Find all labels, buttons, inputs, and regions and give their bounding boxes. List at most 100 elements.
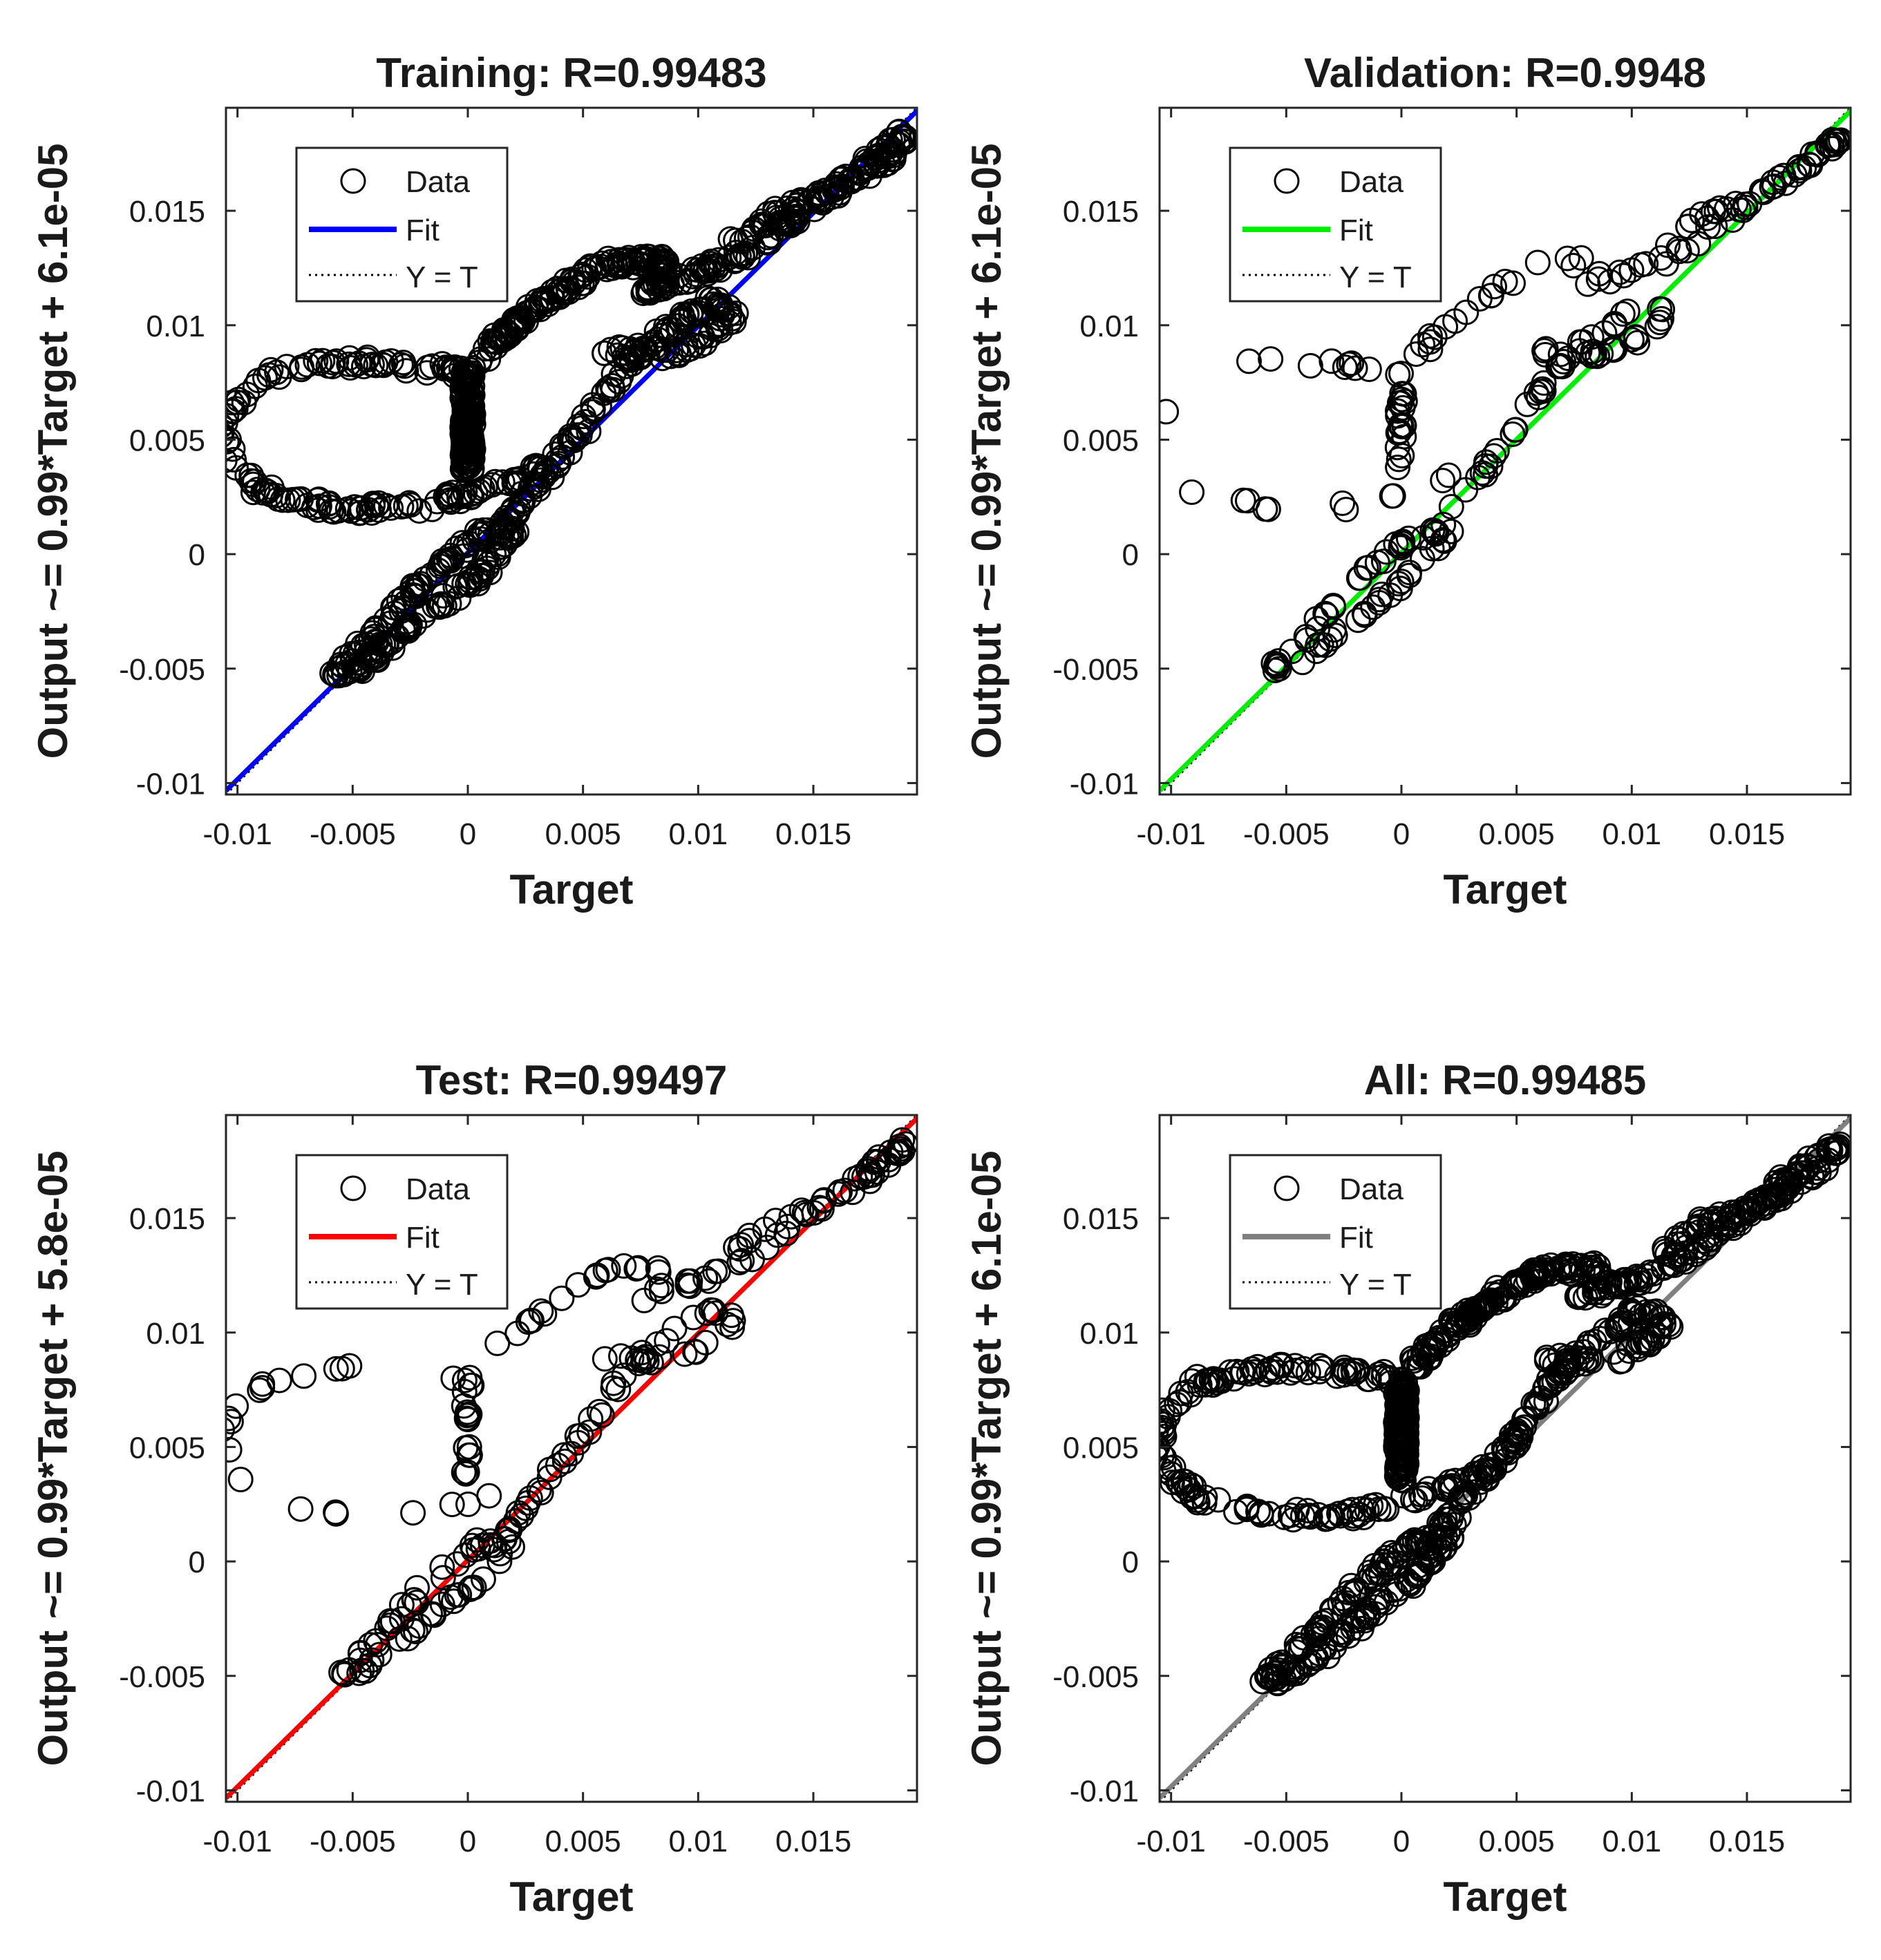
data-point <box>495 507 521 533</box>
data-point <box>1388 413 1415 439</box>
data-point <box>364 1632 390 1658</box>
data-point <box>1529 376 1556 402</box>
data-point <box>723 300 749 326</box>
x-tick-label: 0 <box>460 1825 476 1858</box>
data-points <box>1160 126 1851 683</box>
data-point <box>488 511 514 537</box>
data-point <box>720 1308 746 1334</box>
data-point <box>502 502 528 528</box>
data-point <box>408 571 434 597</box>
data-point <box>399 1617 426 1644</box>
data-point <box>529 290 554 316</box>
panel-title: All: R=0.99485 <box>1364 1057 1647 1103</box>
y-axis-label: Output ~= 0.99*Target + 5.8e-05 <box>30 1151 76 1767</box>
data-point <box>1813 1155 1839 1181</box>
data-point <box>680 1304 706 1331</box>
data-point <box>475 346 502 372</box>
data-point <box>1341 1360 1367 1387</box>
data-point <box>1340 1505 1366 1532</box>
data-point <box>456 1442 482 1468</box>
y-tick-label: -0.01 <box>1070 1774 1139 1808</box>
data-point <box>1339 1496 1365 1523</box>
data-point <box>453 1405 480 1431</box>
data-point <box>1750 179 1777 205</box>
data-point <box>1395 525 1421 551</box>
panel-title: Validation: R=0.9948 <box>1304 50 1706 96</box>
data-point <box>430 1565 456 1591</box>
data-point <box>1160 399 1180 425</box>
axes-frame <box>1158 106 1852 796</box>
data-point <box>1160 1414 1168 1438</box>
data-point <box>708 292 734 318</box>
data-point <box>681 1338 708 1364</box>
data-point <box>499 312 525 339</box>
data-point <box>791 1199 817 1226</box>
data-point <box>1312 632 1339 658</box>
data-point <box>1340 1615 1366 1642</box>
data-point <box>705 313 731 339</box>
data-point <box>470 1566 496 1592</box>
legend-entry-label: Data <box>406 165 470 199</box>
data-point <box>1310 1634 1336 1660</box>
data-point <box>1554 245 1580 272</box>
y-tick-label: -0.01 <box>1070 767 1139 801</box>
legend-data-marker <box>1274 168 1300 194</box>
data-point <box>877 142 903 168</box>
data-point <box>1256 1501 1282 1527</box>
data-point <box>457 572 483 598</box>
data-point <box>332 1662 357 1688</box>
axes-frame <box>225 1114 918 1803</box>
x-tick-label: 0.015 <box>775 1825 851 1858</box>
data-point <box>1477 283 1504 309</box>
data-point <box>1647 296 1673 322</box>
data-point <box>242 373 268 399</box>
data-point <box>1360 594 1386 620</box>
y-tick-label: 0.005 <box>129 1431 205 1465</box>
data-point <box>457 1401 483 1427</box>
data-point <box>1568 245 1594 271</box>
data-point <box>270 487 296 513</box>
x-axis-label: Target <box>1444 1874 1567 1920</box>
data-point <box>226 399 245 425</box>
data-point <box>1386 1419 1412 1445</box>
data-point <box>1481 443 1507 469</box>
y-tick-label: 0.005 <box>1063 1431 1139 1465</box>
data-point <box>1305 1502 1332 1528</box>
data-point <box>1179 479 1205 505</box>
data-point <box>323 348 350 374</box>
data-point <box>438 489 464 515</box>
data-point <box>1345 1608 1371 1634</box>
data-point <box>797 189 824 215</box>
y-tick-label: -0.01 <box>136 1774 205 1808</box>
y-tick-label: 0.005 <box>1063 424 1139 457</box>
data-point <box>774 195 800 221</box>
data-point <box>559 266 585 292</box>
data-point <box>266 1367 292 1393</box>
data-point <box>1385 420 1411 446</box>
data-point <box>1278 1360 1303 1386</box>
data-point <box>1770 1167 1797 1193</box>
data-point <box>547 284 573 310</box>
data-point <box>433 484 459 510</box>
data-point <box>1746 1187 1773 1213</box>
data-point <box>226 414 234 438</box>
data-point <box>621 340 646 366</box>
data-point <box>1502 417 1528 443</box>
data-point <box>388 352 414 378</box>
legend-entry-label: Data <box>1339 165 1403 199</box>
data-point <box>1248 1502 1274 1528</box>
data-point <box>444 1551 471 1577</box>
data-point <box>1408 1482 1434 1507</box>
data-point <box>366 490 392 516</box>
y-tick-label: 0.01 <box>1079 310 1139 343</box>
data-point <box>737 224 763 250</box>
data-point <box>723 1235 749 1261</box>
data-point <box>226 1393 249 1419</box>
data-point <box>1333 497 1359 523</box>
data-layer <box>1160 108 1851 795</box>
x-tick-label: 0.015 <box>1709 1825 1785 1858</box>
data-point <box>788 1197 815 1224</box>
data-point <box>1204 1370 1230 1396</box>
data-point <box>1797 152 1824 178</box>
data-point <box>1417 329 1444 355</box>
